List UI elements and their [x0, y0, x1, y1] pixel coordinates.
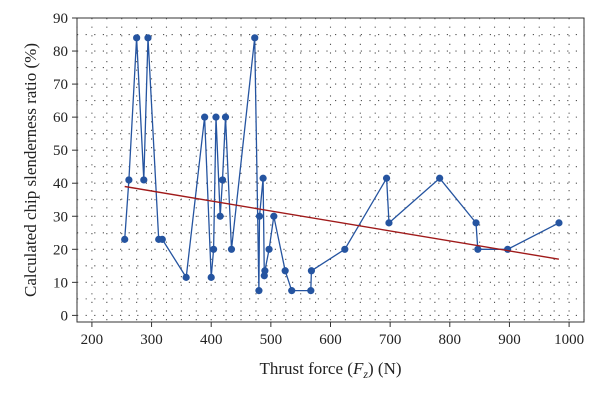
x-tick-label: 1000: [554, 332, 584, 348]
x-axis-title-suffix: ) (N): [368, 359, 402, 378]
data-point: [221, 113, 230, 121]
axis-ticks: 200 300 400 500 600 700 800 900 1000 0 10 20 30 40 50 6…: [53, 11, 584, 348]
data-point: [207, 273, 215, 281]
y-axis-title: Calculated chip slenderness ratio (%): [21, 43, 40, 297]
data-point: [504, 245, 512, 253]
data-point: [255, 212, 264, 220]
data-point: [140, 176, 148, 184]
data-point: [251, 34, 259, 42]
data-point: [259, 174, 267, 182]
y-tick-label: 30: [53, 209, 68, 225]
data-point: [281, 267, 289, 275]
x-axis-title-subscript: z: [362, 367, 368, 381]
x-tick-label: 800: [439, 332, 462, 348]
series: [121, 34, 563, 295]
x-tick-label: 700: [379, 332, 402, 348]
y-tick-label: 90: [53, 11, 68, 27]
data-point: [182, 273, 190, 281]
y-tick-label: 50: [53, 143, 68, 159]
data-point: [474, 245, 482, 253]
data-point: [555, 219, 563, 227]
trend-line: [124, 185, 560, 260]
y-tick-label: 20: [53, 242, 68, 258]
data-point: [472, 219, 480, 227]
data-point: [385, 219, 393, 227]
data-point: [382, 174, 391, 182]
x-tick-label: 400: [200, 332, 223, 348]
data-point: [436, 174, 444, 182]
x-tick-label: 200: [81, 332, 104, 348]
data-point: [227, 245, 236, 253]
x-axis-title: Thrust force (Fz) (N): [259, 359, 401, 381]
data-point: [125, 176, 133, 184]
y-tick-label: 10: [53, 275, 68, 291]
x-tick-label: 300: [140, 332, 163, 348]
data-point: [216, 212, 224, 220]
y-tick-label: 40: [53, 176, 68, 192]
data-point: [218, 176, 227, 184]
data-point: [144, 34, 152, 42]
data-point: [288, 287, 296, 295]
x-tick-label: 500: [260, 332, 283, 348]
x-axis-title-prefix: Thrust force (: [259, 359, 353, 378]
data-point: [307, 287, 315, 295]
data-point: [212, 113, 220, 121]
data-point: [341, 245, 349, 253]
y-tick-label: 80: [53, 44, 68, 60]
x-axis-title-variable: F: [352, 359, 364, 378]
data-point: [261, 267, 269, 275]
data-point: [270, 212, 278, 220]
data-point: [158, 235, 166, 243]
data-point: [121, 235, 129, 243]
x-tick-label: 900: [498, 332, 521, 348]
x-tick-label: 600: [319, 332, 342, 348]
y-tick-label: 70: [53, 77, 68, 93]
grid: [76, 17, 585, 322]
data-point: [255, 287, 263, 295]
data-point: [133, 34, 141, 42]
data-line: [124, 37, 560, 292]
data-point: [265, 245, 273, 253]
y-tick-label: 60: [53, 110, 68, 126]
data-point: [209, 245, 218, 253]
data-point: [201, 113, 209, 121]
y-tick-label: 0: [61, 308, 69, 324]
data-point: [307, 267, 316, 275]
